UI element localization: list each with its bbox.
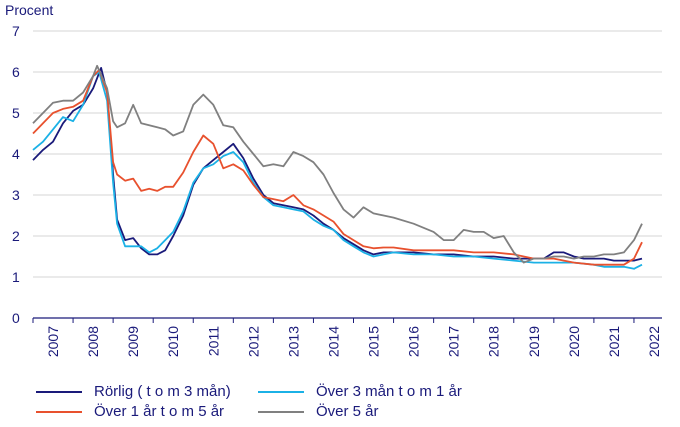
series-lines xyxy=(32,64,643,270)
x-tick-label: 2015 xyxy=(366,326,382,357)
series-line-3 xyxy=(32,64,643,264)
y-tick-label: 5 xyxy=(12,105,20,121)
x-tick-label: 2017 xyxy=(446,326,462,357)
y-tick-label: 0 xyxy=(12,310,20,326)
y-axis-label: Procent xyxy=(5,2,53,18)
x-tick-label: 2012 xyxy=(245,326,261,357)
y-tick-label: 1 xyxy=(12,269,20,285)
series-line-1 xyxy=(32,71,643,270)
x-tick-label: 2010 xyxy=(165,326,181,357)
x-axis: 2007 2008 2009 2010 2011 2012 2013 2014 2015 2016… xyxy=(32,317,662,357)
x-tick-label: 2020 xyxy=(566,326,582,357)
x-tick-label: 2009 xyxy=(125,326,141,357)
y-tick-label: 6 xyxy=(12,64,20,80)
y-axis: 0 1 2 3 4 5 6 7 xyxy=(12,23,20,326)
y-tick-label: 2 xyxy=(12,228,20,244)
gridlines xyxy=(33,30,662,278)
series-line-2 xyxy=(32,69,643,266)
x-tick-label: 2021 xyxy=(606,326,622,357)
x-tick-label: 2011 xyxy=(205,326,221,356)
y-tick-label: 7 xyxy=(12,23,20,39)
y-tick-label: 4 xyxy=(12,146,20,162)
x-tick-label: 2008 xyxy=(85,326,101,357)
x-tick-label: 2022 xyxy=(646,326,662,357)
series-line-0 xyxy=(32,67,643,262)
x-tick-label: 2019 xyxy=(526,326,542,357)
x-tick-label: 2007 xyxy=(45,326,61,357)
x-tick-label: 2013 xyxy=(285,326,301,357)
x-tick-label: 2014 xyxy=(325,326,341,357)
x-tick-label: 2016 xyxy=(406,326,422,357)
y-tick-label: 3 xyxy=(12,187,20,203)
x-tick-label: 2018 xyxy=(486,326,502,357)
